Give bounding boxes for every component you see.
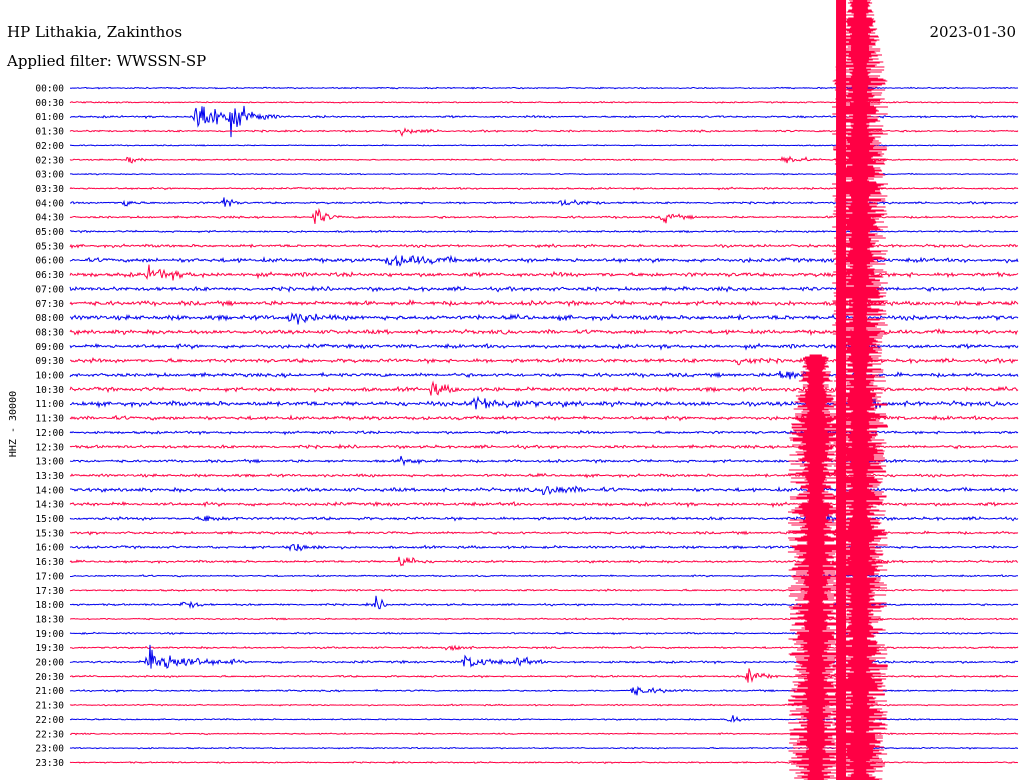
row-label: 23:30 xyxy=(35,758,64,769)
row-label: 11:00 xyxy=(35,399,64,410)
row-label: 20:30 xyxy=(35,672,64,683)
row-label: 05:30 xyxy=(35,241,64,252)
row-label: 09:30 xyxy=(35,356,64,367)
row-label-layer: 00:00 00:30 01:00 01:30 02:00 02:30 03:00 03:30… xyxy=(35,84,64,769)
row-label: 14:30 xyxy=(35,500,64,511)
row-label: 02:00 xyxy=(35,141,64,152)
row-label: 21:00 xyxy=(35,686,64,697)
row-label: 16:00 xyxy=(35,543,64,554)
row-label: 05:00 xyxy=(35,227,64,238)
row-label: 10:00 xyxy=(35,371,64,382)
row-label: 22:30 xyxy=(35,729,64,740)
filter-subtitle: Applied filter: WWSSN-SP xyxy=(6,52,206,70)
row-label: 18:00 xyxy=(35,600,64,611)
strong-motion-band xyxy=(832,0,888,780)
row-label: 04:30 xyxy=(35,213,64,224)
strong-motion-band xyxy=(787,354,844,780)
row-label: 12:00 xyxy=(35,428,64,439)
row-label: 01:00 xyxy=(35,112,64,123)
row-label: 08:00 xyxy=(35,313,64,324)
row-label: 20:00 xyxy=(35,658,64,669)
row-label: 10:30 xyxy=(35,385,64,396)
row-label: 00:30 xyxy=(35,98,64,109)
row-label: 13:00 xyxy=(35,457,64,468)
row-label: 01:30 xyxy=(35,127,64,138)
row-label: 04:00 xyxy=(35,198,64,209)
row-label: 03:00 xyxy=(35,170,64,181)
y-axis-label: HHZ - 30000 xyxy=(8,391,19,457)
station-title: HP Lithakia, Zakinthos xyxy=(7,23,182,41)
row-label: 22:00 xyxy=(35,715,64,726)
row-label: 06:30 xyxy=(35,270,64,281)
row-label: 02:30 xyxy=(35,155,64,166)
date-label: 2023-01-30 xyxy=(930,23,1016,41)
strong-motion-layer xyxy=(787,0,888,780)
row-label: 03:30 xyxy=(35,184,64,195)
row-label: 19:30 xyxy=(35,643,64,654)
row-label: 23:00 xyxy=(35,744,64,755)
row-label: 18:30 xyxy=(35,614,64,625)
row-label: 12:30 xyxy=(35,442,64,453)
row-label: 07:30 xyxy=(35,299,64,310)
row-label: 16:30 xyxy=(35,557,64,568)
row-label: 08:30 xyxy=(35,327,64,338)
row-label: 09:00 xyxy=(35,342,64,353)
row-label: 06:00 xyxy=(35,256,64,267)
row-label: 13:30 xyxy=(35,471,64,482)
row-label: 17:00 xyxy=(35,571,64,582)
row-label: 17:30 xyxy=(35,586,64,597)
row-label: 21:30 xyxy=(35,701,64,712)
row-label: 00:00 xyxy=(35,84,64,95)
row-label: 19:00 xyxy=(35,629,64,640)
row-label: 14:00 xyxy=(35,485,64,496)
row-label: 15:30 xyxy=(35,528,64,539)
row-label: 11:30 xyxy=(35,414,64,425)
strong-motion-spike xyxy=(836,0,847,780)
row-label: 15:00 xyxy=(35,514,64,525)
row-label: 07:00 xyxy=(35,284,64,295)
